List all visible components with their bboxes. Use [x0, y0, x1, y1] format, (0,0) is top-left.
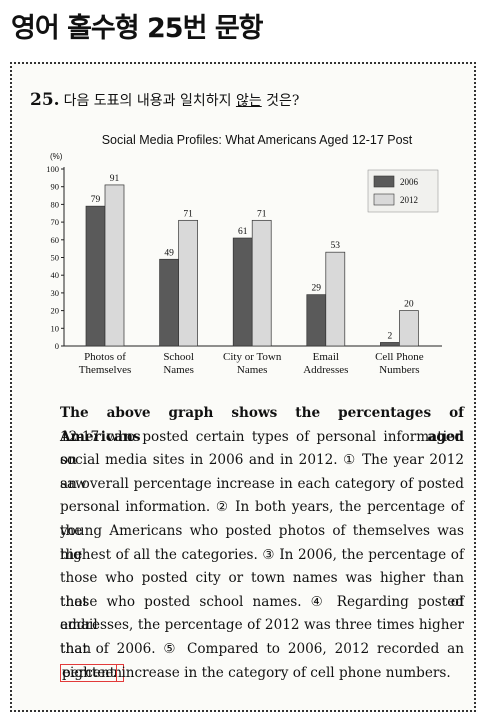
passage-line: The above graph shows the percentages of…	[60, 405, 464, 445]
x-category-label: Email	[313, 351, 339, 363]
passage-line: those who posted school names. ④ Regardi…	[60, 593, 464, 634]
highlighted-word-eighteen: eighteen	[60, 663, 125, 682]
bar-2012	[399, 310, 419, 347]
passage-line: social media sites in 2006 and in 2012. …	[60, 452, 464, 492]
x-category-label: Names	[237, 364, 268, 376]
bar-2006	[306, 294, 327, 347]
legend-label: 2006	[400, 177, 419, 187]
bar-2006	[159, 258, 179, 347]
x-category-label: Addresses	[303, 364, 348, 376]
bar-2012	[178, 219, 198, 347]
passage-line: young Americans who posted photos of the…	[60, 522, 464, 563]
y-tick-label: 30	[51, 288, 60, 298]
bar-2006	[380, 342, 400, 347]
bar-value-label: 61	[238, 227, 248, 237]
passage-line-11-text: that of 2006. ⑤ Compared to 2006, 2012 r…	[60, 640, 464, 657]
x-category-label: Numbers	[379, 364, 419, 376]
passage-line-12-text: increase in the category of cell phone n…	[117, 664, 451, 681]
chart-title: Social Media Profiles: What Americans Ag…	[102, 133, 413, 147]
passage-line: addresses, the percentage of 2012 was th…	[60, 617, 464, 657]
y-tick-label: 60	[51, 235, 60, 245]
x-category-label: School	[163, 351, 194, 363]
question-text-after: 것은?	[261, 93, 300, 109]
bar-value-label: 20	[404, 300, 414, 310]
passage-line: percent increase in the category of cell…	[60, 662, 464, 686]
y-tick-label: 100	[46, 164, 59, 174]
bar-value-label: 71	[257, 209, 267, 219]
y-axis-unit: (%)	[50, 152, 63, 161]
page-title: 영어 홀수형 25번 문항	[11, 13, 263, 44]
y-tick-label: 50	[51, 253, 60, 263]
y-tick-label: 40	[51, 270, 60, 280]
x-category-label: Names	[163, 364, 194, 376]
x-category-label: Photos of	[84, 351, 126, 363]
bar-value-label: 79	[91, 195, 101, 205]
legend-label: 2012	[400, 195, 418, 205]
passage-line: 12-17 who posted certain types of person…	[60, 428, 464, 469]
question-text-before: 다음 도표의 내용과 일치하지	[63, 93, 236, 109]
y-tick-label: 80	[51, 199, 60, 209]
passage-line: highest of all the categories. ③ In 2006…	[60, 546, 464, 563]
y-tick-label: 10	[51, 323, 60, 333]
x-category-label: Cell Phone	[375, 351, 424, 363]
passage: The above graph shows the percentages of…	[60, 402, 464, 685]
bar-value-label: 29	[312, 284, 322, 294]
passage-line: that of 2006. ⑤ Compared to 2006, 2012 r…	[60, 638, 464, 682]
bar-2006	[85, 205, 106, 347]
bar-value-label: 71	[183, 209, 193, 219]
passage-line: an overall percentage increase in each c…	[60, 475, 464, 492]
legend-swatch	[373, 193, 395, 206]
bar-2012	[251, 219, 272, 347]
highlighted-word-percent: percent	[60, 663, 118, 682]
bar-value-label: 49	[164, 248, 174, 258]
bar-value-label: 91	[110, 174, 120, 184]
y-tick-label: 90	[51, 182, 60, 192]
y-tick-label: 20	[51, 306, 60, 316]
legend-swatch	[373, 175, 395, 188]
question-number: 25.	[30, 90, 60, 110]
question-box: 25. 다음 도표의 내용과 일치하지 않는 것은? Social Media P…	[10, 62, 476, 712]
page-header: 영어 홀수형 25번 문항	[0, 0, 500, 50]
bar-chart: Social Media Profiles: What Americans Ag…	[46, 133, 442, 376]
bar-value-label: 53	[331, 241, 341, 251]
passage-line: those who posted city or town names was …	[60, 570, 464, 610]
bar-2012	[104, 184, 125, 347]
bar-2006	[232, 237, 253, 347]
bar-value-label: 2	[388, 331, 393, 341]
question-text-emphasis: 않는	[235, 93, 262, 109]
passage-line: personal information. ② In both years, t…	[60, 499, 464, 539]
y-tick-label: 0	[55, 341, 59, 351]
bar-2012	[325, 251, 346, 347]
question-prompt: 25. 다음 도표의 내용과 일치하지 않는 것은?	[30, 90, 299, 110]
x-category-label: Themselves	[79, 364, 132, 376]
x-category-label: City or Town	[223, 351, 282, 363]
y-tick-label: 70	[51, 217, 60, 227]
